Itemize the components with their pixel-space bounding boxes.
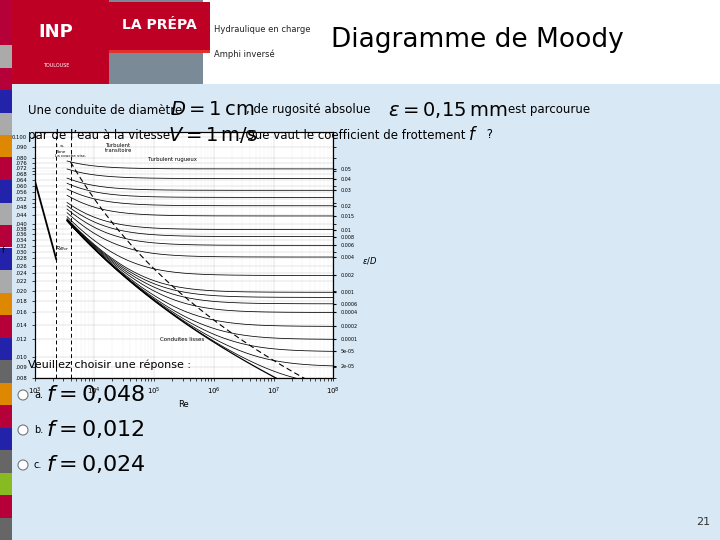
Text: $V=1\,\mathrm{m/s}$: $V=1\,\mathrm{m/s}$ xyxy=(168,125,258,145)
X-axis label: Re: Re xyxy=(179,400,189,409)
Text: $f=0{,}012$: $f=0{,}012$ xyxy=(46,419,145,441)
Text: $f=0{,}024$: $f=0{,}024$ xyxy=(46,454,145,476)
Text: Une conduite de diamètre: Une conduite de diamètre xyxy=(28,104,182,117)
Y-axis label: f: f xyxy=(2,246,5,255)
Text: Turbulent: Turbulent xyxy=(106,143,131,148)
Circle shape xyxy=(18,425,28,435)
Text: Conduites lisses: Conduites lisses xyxy=(160,337,204,342)
Text: Amphi inversé: Amphi inversé xyxy=(214,50,274,59)
Text: TOULOUSE: TOULOUSE xyxy=(42,63,69,68)
Text: INP: INP xyxy=(39,23,73,41)
Text: ?: ? xyxy=(483,129,493,141)
Text: b.: b. xyxy=(34,425,43,435)
Text: $D=1\,\mathrm{cm}$: $D=1\,\mathrm{cm}$ xyxy=(170,101,254,119)
Text: 21: 21 xyxy=(696,517,710,527)
Text: $\epsilon=0{,}15\,\mathrm{mm}$: $\epsilon=0{,}15\,\mathrm{mm}$ xyxy=(388,100,508,120)
Text: . Que vaut le coefficient de frottement: . Que vaut le coefficient de frottement xyxy=(238,129,466,141)
Text: LA PRÉPA: LA PRÉPA xyxy=(122,18,197,32)
Y-axis label: $\varepsilon/D$: $\varepsilon/D$ xyxy=(361,255,377,266)
Text: c.: c. xyxy=(34,460,42,470)
Text: par de l’eau à la vitesse: par de l’eau à la vitesse xyxy=(28,129,170,141)
Text: $Re_{cr}$: $Re_{cr}$ xyxy=(55,244,70,253)
Text: a.: a. xyxy=(34,390,43,400)
Text: Diagramme de Moody: Diagramme de Moody xyxy=(331,27,624,53)
Text: est parcourue: est parcourue xyxy=(508,104,590,117)
Circle shape xyxy=(18,460,28,470)
Text: $f$: $f$ xyxy=(468,126,478,144)
Circle shape xyxy=(18,390,28,400)
Text: f. $\infty$.
Zone
La couche visc.: f. $\infty$. Zone La couche visc. xyxy=(55,142,86,158)
Text: Veuillez choisir une réponse :: Veuillez choisir une réponse : xyxy=(28,360,191,370)
Text: transitoire: transitoire xyxy=(104,148,132,153)
Text: , de rugosité absolue: , de rugosité absolue xyxy=(246,104,371,117)
Text: Hydraulique en charge: Hydraulique en charge xyxy=(214,25,310,34)
Text: Turbulent rugueux: Turbulent rugueux xyxy=(148,157,197,162)
Text: $f=0{,}048$: $f=0{,}048$ xyxy=(46,384,145,406)
